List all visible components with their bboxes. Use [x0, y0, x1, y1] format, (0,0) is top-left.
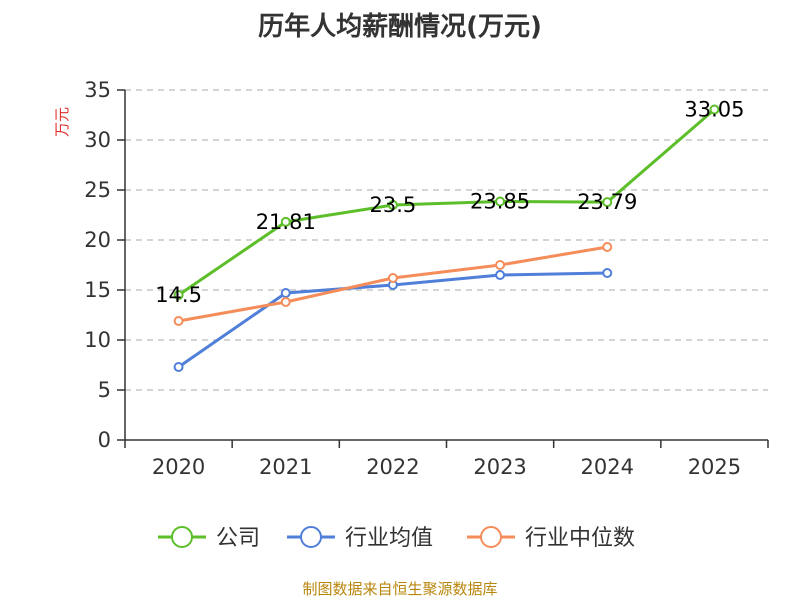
data-label: 23.79: [577, 190, 637, 214]
y-tick-label: 35: [84, 78, 111, 102]
data-source-note: 制图数据来自恒生聚源数据库: [302, 580, 498, 598]
data-point: [602, 242, 613, 252]
data-point: [173, 290, 184, 300]
y-tick-label: 25: [84, 178, 111, 202]
legend-swatch-marker: [300, 526, 322, 548]
data-point: [387, 200, 398, 210]
data-label: 14.5: [155, 283, 202, 307]
x-tick-label: 2020: [152, 455, 205, 479]
data-point: [709, 104, 720, 115]
x-tick-label: 2022: [366, 455, 419, 479]
data-point: [173, 362, 184, 372]
x-tick-label: 2025: [688, 455, 741, 479]
data-point: [387, 273, 398, 283]
data-point: [173, 316, 184, 326]
legend-item-0[interactable]: 公司: [158, 526, 260, 551]
legend-label: 公司: [216, 526, 260, 551]
y-tick-label: 30: [84, 128, 111, 152]
legend-label: 行业中位数: [525, 526, 635, 551]
legend-item-1[interactable]: 行业均值: [287, 526, 433, 551]
data-labels: 14.5 21.81 23.5 23.85 23.79 33.05: [155, 98, 744, 308]
y-tick-label: 10: [84, 328, 111, 352]
chart-title: 历年人均薪酬情况(万元): [258, 12, 542, 42]
x-tick-label: 2021: [259, 455, 312, 479]
data-point: [495, 270, 506, 280]
data-label: 21.81: [256, 210, 316, 234]
y-axis-title: 万元: [53, 107, 71, 137]
x-tick-label: 2024: [581, 455, 634, 479]
data-label: 23.85: [470, 190, 530, 214]
y-tick-label: 5: [98, 378, 111, 402]
series-lines: [173, 104, 720, 372]
legend-label: 行业均值: [345, 526, 433, 551]
data-point: [280, 288, 291, 298]
data-point: [280, 216, 291, 227]
data-point: [495, 260, 506, 270]
series-line-0: [177, 108, 716, 297]
grid-lines: [125, 89, 768, 391]
y-tick-label: 20: [84, 228, 111, 252]
data-label: 23.5: [370, 193, 417, 217]
data-point: [602, 197, 613, 208]
y-tick-label: 15: [84, 278, 111, 302]
data-point: [280, 297, 291, 307]
y-tick-label: 0: [98, 428, 111, 452]
legend-swatch-marker: [171, 526, 193, 548]
x-tick-label: 2023: [473, 455, 526, 479]
data-point: [495, 196, 506, 207]
data-point: [602, 268, 613, 278]
legend-swatch-marker: [480, 526, 502, 548]
legend-item-2[interactable]: 行业中位数: [467, 526, 635, 551]
legend[interactable]: 公司 行业均值 行业中位数: [158, 526, 635, 551]
data-label: 33.05: [684, 98, 744, 122]
